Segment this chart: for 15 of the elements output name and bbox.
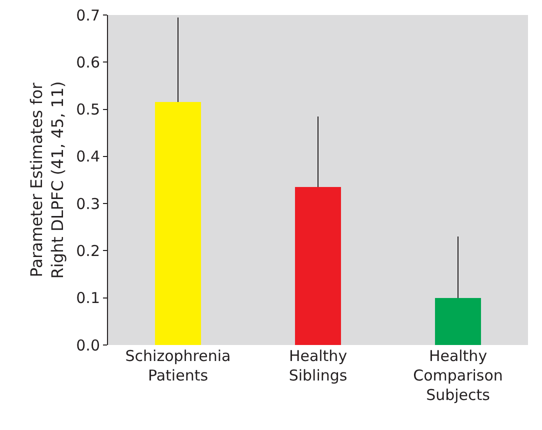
x-tick-label: Healthy Siblings: [288, 347, 348, 384]
x-tick-label: Healthy Comparison Subjects: [413, 347, 503, 404]
y-tick-label: 0.0: [76, 336, 100, 354]
bar: [294, 187, 342, 345]
y-tick-label: 0.4: [76, 148, 100, 166]
y-tick-label: 0.2: [76, 242, 100, 260]
y-tick-label: 0.1: [76, 289, 100, 308]
bar: [154, 102, 202, 345]
bar: [434, 298, 482, 345]
y-tick-label: 0.6: [76, 53, 100, 72]
y-tick-label: 0.5: [76, 100, 100, 119]
y-tick-label: 0.7: [76, 6, 100, 24]
y-tick-label: 0.3: [76, 194, 100, 213]
x-tick-label: Schizophrenia Patients: [125, 347, 231, 384]
y-axis-title: Parameter Estimates for Right DLPFC (41, 45, 11): [27, 81, 68, 279]
